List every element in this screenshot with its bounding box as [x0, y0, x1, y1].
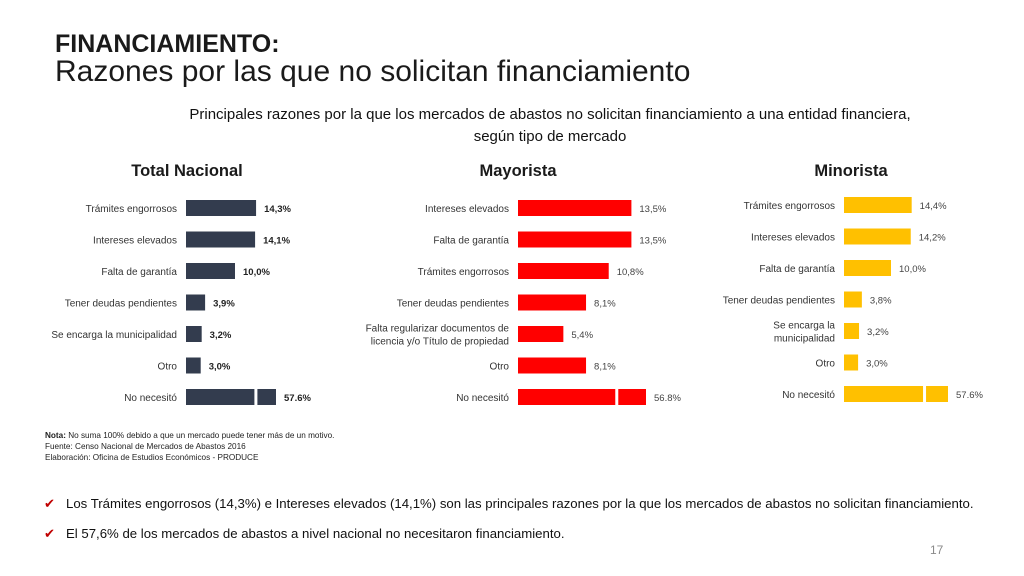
axis-break — [254, 387, 258, 407]
category-label: Otro — [490, 362, 510, 373]
data-label: 8,1% — [594, 362, 616, 373]
bar — [518, 294, 587, 311]
check-icon: ✔ — [44, 526, 56, 541]
bar — [186, 200, 257, 216]
category-label: Falta de garantía — [433, 236, 509, 247]
bar — [844, 260, 891, 276]
bar — [186, 326, 202, 342]
data-label: 14,4% — [920, 201, 947, 212]
chart-title: Minorista — [814, 162, 888, 180]
bullet-item: ✔ El 57,6% de los mercados de abastos a … — [44, 526, 974, 542]
bar — [518, 200, 632, 216]
data-label: 14,2% — [919, 233, 946, 244]
data-label: 10,8% — [617, 267, 644, 278]
bullet-text: Los Trámites engorrosos (14,3%) e Intere… — [66, 496, 974, 511]
bullet-list: ✔ Los Trámites engorrosos (14,3%) e Inte… — [44, 496, 974, 556]
category-label: No necesitó — [456, 393, 509, 404]
page-subtitle: Razones por las que no solicitan financi… — [55, 55, 691, 88]
bar — [186, 357, 201, 374]
data-label: 5,4% — [571, 330, 593, 341]
bar — [518, 326, 564, 342]
bar — [186, 294, 206, 311]
data-label: 10,0% — [243, 267, 270, 278]
data-label: 3,2% — [867, 327, 889, 338]
data-label: 3,9% — [213, 299, 235, 310]
category-label: Falta de garantía — [759, 264, 835, 275]
data-label: 14,1% — [263, 236, 290, 247]
bar — [518, 357, 587, 374]
category-label: Intereses elevados — [751, 233, 835, 244]
category-label: Trámites engorrosos — [86, 204, 177, 215]
category-label: Trámites engorrosos — [744, 201, 835, 212]
chart-title: Mayorista — [479, 162, 557, 180]
data-label: 13,5% — [639, 236, 666, 247]
bar — [844, 354, 859, 371]
bar — [518, 231, 632, 248]
category-label: Otro — [158, 362, 178, 373]
data-label: 3,0% — [209, 362, 231, 373]
category-label: Intereses elevados — [93, 236, 177, 247]
bar — [844, 323, 860, 339]
bar — [844, 291, 862, 308]
category-label: municipalidad — [774, 334, 835, 345]
category-label: Tener deudas pendientes — [723, 296, 835, 307]
chart-title: Total Nacional — [131, 162, 243, 180]
page-title: FINANCIAMIENTO: — [55, 30, 280, 58]
axis-break — [615, 387, 619, 407]
notes-block: Nota: No suma 100% debido a que un merca… — [45, 430, 334, 463]
category-label: No necesitó — [124, 393, 177, 404]
note-label: Nota: — [45, 431, 66, 440]
data-label: 57.6% — [956, 390, 983, 401]
note-line: Nota: No suma 100% debido a que un merca… — [45, 430, 334, 441]
bullet-item: ✔ Los Trámites engorrosos (14,3%) e Inte… — [44, 496, 974, 512]
bar — [844, 197, 912, 213]
category-label: Se encarga la municipalidad — [51, 330, 177, 341]
credits-line: Elaboración: Oficina de Estudios Económi… — [45, 453, 259, 462]
data-label: 10,0% — [899, 264, 926, 275]
data-label: 3,8% — [870, 296, 892, 307]
bar — [518, 389, 646, 405]
axis-break — [923, 384, 927, 404]
bar — [186, 389, 276, 405]
data-label: 8,1% — [594, 299, 616, 310]
data-label: 57.6% — [284, 393, 311, 404]
category-label: No necesitó — [782, 390, 835, 401]
category-label: Falta de garantía — [101, 267, 177, 278]
chart-caption: Principales razones por la que los merca… — [189, 106, 911, 145]
bar — [186, 263, 235, 279]
bar — [186, 231, 256, 248]
category-label: Falta regularizar documentos de — [366, 324, 510, 335]
bar — [844, 386, 948, 402]
data-label: 56.8% — [654, 393, 681, 404]
category-label: licencia y/o Título de propiedad — [371, 337, 509, 348]
bar — [844, 228, 911, 245]
page-number: 17 — [930, 543, 944, 557]
category-label: Trámites engorrosos — [418, 267, 509, 278]
category-label: Tener deudas pendientes — [397, 299, 509, 310]
category-label: Tener deudas pendientes — [65, 299, 177, 310]
bar — [518, 263, 609, 279]
data-label: 3,2% — [210, 330, 232, 341]
bullet-text: El 57,6% de los mercados de abastos a ni… — [66, 526, 565, 541]
data-label: 14,3% — [264, 204, 291, 215]
category-label: Otro — [816, 359, 836, 370]
source-line: Fuente: Censo Nacional de Mercados de Ab… — [45, 442, 246, 451]
check-icon: ✔ — [44, 496, 56, 511]
category-label: Se encarga la — [773, 321, 835, 332]
note-text: No suma 100% debido a que un mercado pue… — [65, 431, 335, 440]
data-label: 3,0% — [866, 359, 888, 370]
data-label: 13,5% — [639, 204, 666, 215]
category-label: Intereses elevados — [425, 204, 509, 215]
